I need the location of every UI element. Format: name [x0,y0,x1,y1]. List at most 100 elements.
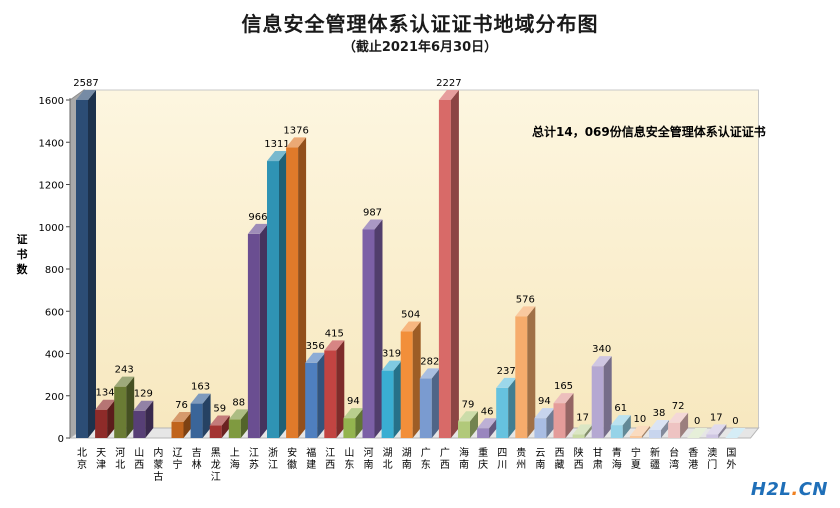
y-tick-label: 1400 [39,138,64,149]
bar [496,387,509,438]
x-tick-label: 西 [325,460,335,471]
watermark-part-1: H2L [750,479,792,500]
x-tick-label: 外 [726,459,736,471]
bar-side [221,415,230,438]
bar-data-label: 163 [191,382,210,393]
x-tick-label: 津 [96,459,106,471]
bar-data-label: 129 [134,389,153,400]
x-tick-label: 河 [115,447,125,459]
bar-side [317,352,326,438]
bar [419,378,432,438]
bar [629,435,642,438]
bar-data-label: 987 [363,207,382,218]
bar-data-label: 76 [175,400,188,411]
bar [553,403,566,438]
y-tick-label: 200 [45,392,64,403]
bar [477,428,490,438]
x-tick-label: 港 [688,459,698,471]
bar-top [496,377,517,388]
bar [668,422,681,438]
bar-side [107,399,116,438]
x-tick-label: 东 [421,458,431,471]
x-tick-label: 山 [344,447,354,459]
bar [171,421,184,438]
bar-side [279,151,287,438]
total-annotation: 总计14，069份信息安全管理体系认证证书 [532,125,766,139]
x-tick-label: 湾 [669,458,679,471]
bar [247,233,260,438]
x-tick-label: 州 [516,459,526,471]
x-tick-label: 门 [707,458,717,471]
bar-side [412,321,421,438]
bar-side [641,425,650,438]
bar-data-label: 2227 [436,78,461,89]
bar [133,410,146,438]
x-tick-label: 海 [612,458,622,471]
bar-data-label: 72 [672,401,685,412]
x-tick-label: 天 [96,448,106,459]
x-tick-label: 蒙 [153,458,163,471]
bar-top [610,415,631,426]
y-tick-label: 1000 [39,223,64,234]
bar [324,350,337,438]
chart-subtitle: （截止2021年6月30日） [342,40,498,55]
bar-side [584,424,593,438]
bar-data-label: 79 [462,399,475,410]
x-tick-label: 江 [325,447,335,459]
bar-top [286,137,307,148]
x-tick-label: 东 [344,458,354,471]
x-tick-label: 南 [364,458,374,471]
x-tick-label: 南 [402,458,412,471]
bar-data-label: 319 [382,349,401,360]
bar [515,316,528,438]
bar-data-label: 1311 [264,139,289,150]
bar-top [591,356,612,367]
bar-data-label: 0 [694,416,700,427]
bar-top [515,306,536,317]
bar-side [470,411,478,438]
bar [572,434,585,438]
x-tick-label: 江 [211,471,221,483]
x-tick-label: 林 [192,458,202,471]
bar-top [438,90,459,100]
bar [114,386,127,438]
bar [458,421,470,438]
x-tick-label: 徽 [287,458,297,471]
x-tick-label: 京 [77,458,87,471]
bar-side [680,412,689,438]
x-tick-label: 吉 [192,447,202,459]
bar-side [183,411,192,438]
bar-data-label: 88 [232,397,245,408]
x-tick-label: 西 [440,460,450,471]
x-tick-label: 澳 [707,446,717,459]
bar [228,419,241,438]
x-tick-label: 南 [459,458,469,471]
bar [343,418,356,438]
bar-side [718,424,727,438]
x-tick-label: 新 [650,446,660,459]
x-tick-label: 川 [497,460,507,471]
bar-side [336,340,345,438]
bar-data-label: 59 [213,404,226,415]
x-tick-label: 浙 [268,447,278,459]
bar-top [114,376,135,387]
x-tick-label: 湖 [383,447,393,459]
bar-top [381,360,402,371]
x-tick-label: 疆 [650,459,660,471]
bar [76,100,88,438]
bar-data-label: 356 [306,341,325,352]
bar-data-label: 504 [401,310,420,321]
bar [95,409,108,438]
x-tick-label: 陕 [574,446,584,459]
x-tick-label: 福 [306,446,316,459]
bar-data-label: 1376 [283,125,308,136]
y-tick-label: 400 [45,350,64,361]
bar-top [649,419,669,430]
bar-top [458,411,478,422]
x-tick-label: 甘 [593,446,603,459]
bar-top [209,415,230,426]
bar-top [725,428,746,438]
bar-top [267,151,287,162]
bar-top [190,393,211,404]
